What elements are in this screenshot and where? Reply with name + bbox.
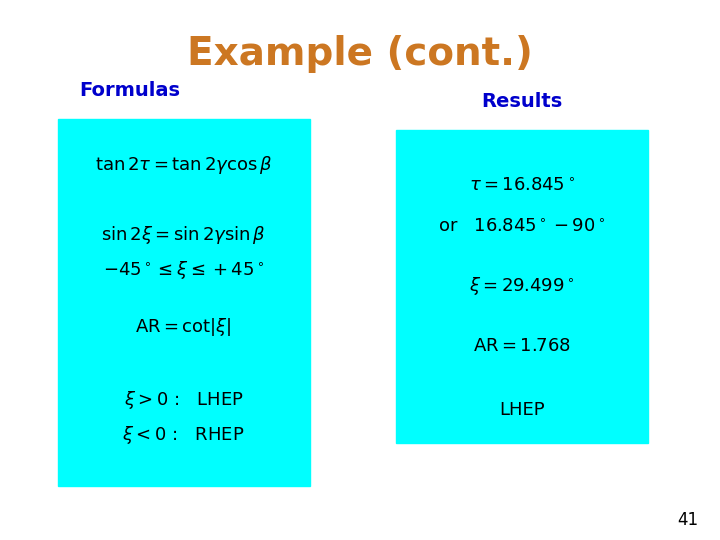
Text: 41: 41 [678, 511, 698, 529]
Text: $\tan 2\tau = \tan 2\gamma \cos \beta$: $\tan 2\tau = \tan 2\gamma \cos \beta$ [95, 154, 272, 176]
Text: $-45^\circ \leq \xi \leq +45^\circ$: $-45^\circ \leq \xi \leq +45^\circ$ [103, 259, 264, 281]
Text: $\xi = 29.499^\circ$: $\xi = 29.499^\circ$ [469, 275, 575, 297]
FancyBboxPatch shape [396, 130, 648, 443]
Text: $\sin 2\xi = \sin 2\gamma \sin \beta$: $\sin 2\xi = \sin 2\gamma \sin \beta$ [102, 224, 266, 246]
FancyBboxPatch shape [58, 119, 310, 486]
Text: Formulas: Formulas [79, 81, 180, 100]
Text: $\mathrm{AR} = \cot|\xi|$: $\mathrm{AR} = \cot|\xi|$ [135, 316, 232, 338]
Text: $\xi > 0$ :   LHEP: $\xi > 0$ : LHEP [124, 389, 243, 410]
Text: Example (cont.): Example (cont.) [187, 35, 533, 73]
Text: $\xi < 0$ :   RHEP: $\xi < 0$ : RHEP [122, 424, 245, 446]
Text: LHEP: LHEP [499, 401, 545, 420]
Text: or   $16.845^\circ - 90^\circ$: or $16.845^\circ - 90^\circ$ [438, 218, 606, 236]
Text: Results: Results [482, 92, 562, 111]
Text: $\mathrm{AR} = 1.768$: $\mathrm{AR} = 1.768$ [473, 336, 571, 355]
Text: $\tau = 16.845^\circ$: $\tau = 16.845^\circ$ [469, 177, 575, 195]
